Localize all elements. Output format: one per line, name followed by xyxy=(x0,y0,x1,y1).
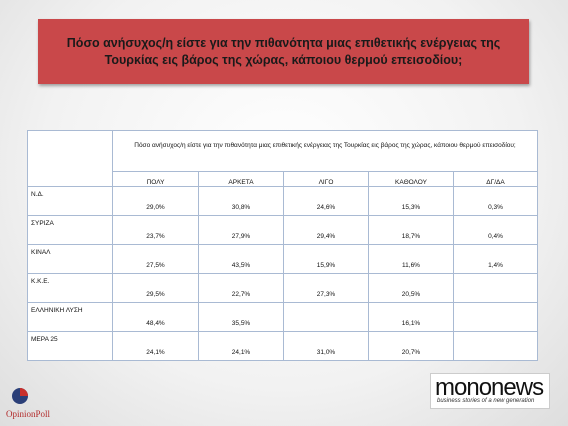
column-header: ΑΡΚΕΤΑ xyxy=(198,171,284,187)
question-cell: Πόσο ανήσυχος/η είστε για την πιθανότητα… xyxy=(112,130,538,172)
column-header: ΠΟΛΥ xyxy=(112,171,199,187)
value-cell: 0,3% xyxy=(453,186,538,216)
value-cell: 0,4% xyxy=(453,215,538,245)
opinionpoll-icon xyxy=(12,388,28,404)
data-row: ΕΛΛΗΝΙΚΗ ΛΥΣΗ 48,4% 35,5% 16,1% xyxy=(27,302,538,332)
column-header: ΚΑΘΟΛΟΥ xyxy=(368,171,454,187)
value-cell: 18,7% xyxy=(368,215,454,245)
row-label: ΣΥΡΙΖΑ xyxy=(27,215,113,245)
value-cell: 15,3% xyxy=(368,186,454,216)
value-cell: 16,1% xyxy=(368,302,454,332)
row-label: ΚΙΝΑΛ xyxy=(27,244,113,274)
title-box: Πόσο ανήσυχος/η είστε για την πιθανότητα… xyxy=(38,19,529,84)
value-cell: 11,6% xyxy=(368,244,454,274)
header-row: Πόσο ανήσυχος/η είστε για την πιθανότητα… xyxy=(27,130,538,187)
empty-cell xyxy=(283,302,369,332)
value-cell: 23,7% xyxy=(112,215,199,245)
value-cell: 29,0% xyxy=(112,186,199,216)
empty-cell xyxy=(453,302,538,332)
row-label: Ν.Δ. xyxy=(27,186,113,216)
row-label: ΕΛΛΗΝΙΚΗ ΛΥΣΗ xyxy=(27,302,113,332)
empty-cell xyxy=(453,273,538,303)
mononews-wordmark: mononews xyxy=(435,374,544,402)
value-cell: 24,6% xyxy=(283,186,369,216)
row-label: Κ.Κ.Ε. xyxy=(27,273,113,303)
logo-news: news xyxy=(491,374,544,401)
results-table: Πόσο ανήσυχος/η είστε για την πιθανότητα… xyxy=(27,130,538,361)
value-cell: 29,5% xyxy=(112,273,199,303)
opinionpoll-logo: OpinionPoll xyxy=(6,409,51,419)
value-cell: 24,1% xyxy=(112,331,199,361)
value-cell: 35,5% xyxy=(198,302,284,332)
value-cell: 1,4% xyxy=(453,244,538,274)
value-cell: 27,3% xyxy=(283,273,369,303)
value-cell: 20,5% xyxy=(368,273,454,303)
value-cell: 43,5% xyxy=(198,244,284,274)
row-label: ΜΕΡΑ 25 xyxy=(27,331,113,361)
value-cell: 27,9% xyxy=(198,215,284,245)
value-cell: 22,7% xyxy=(198,273,284,303)
logo-slice xyxy=(20,388,28,396)
column-header: ΔΓ/ΔΑ xyxy=(453,171,538,187)
value-cell: 31,0% xyxy=(283,331,369,361)
corner-cell xyxy=(27,130,113,187)
value-cell: 24,1% xyxy=(198,331,284,361)
mononews-tagline: business stories of a new generation xyxy=(437,398,535,404)
column-header: ΛΙΓΟ xyxy=(283,171,369,187)
value-cell: 30,8% xyxy=(198,186,284,216)
value-cell: 15,9% xyxy=(283,244,369,274)
value-cell: 48,4% xyxy=(112,302,199,332)
value-cell: 29,4% xyxy=(283,215,369,245)
data-row: ΜΕΡΑ 25 24,1% 24,1% 31,0% 20,7% xyxy=(27,331,538,361)
data-row: Ν.Δ. 29,0% 30,8% 24,6% 15,3% 0,3% xyxy=(27,186,538,216)
data-row: ΚΙΝΑΛ 27,5% 43,5% 15,9% 11,6% 1,4% xyxy=(27,244,538,274)
column-row: ΠΟΛΥ ΑΡΚΕΤΑ ΛΙΓΟ ΚΑΘΟΛΟΥ ΔΓ/ΔΑ xyxy=(28,171,538,187)
data-row: ΣΥΡΙΖΑ 23,7% 27,9% 29,4% 18,7% 0,4% xyxy=(27,215,538,245)
data-row: Κ.Κ.Ε. 29,5% 22,7% 27,3% 20,5% xyxy=(27,273,538,303)
empty-cell xyxy=(453,331,538,361)
mononews-logo: mononews business stories of a new gener… xyxy=(430,373,550,409)
logo-mono: mono xyxy=(435,374,492,401)
value-cell: 27,5% xyxy=(112,244,199,274)
value-cell: 20,7% xyxy=(368,331,454,361)
